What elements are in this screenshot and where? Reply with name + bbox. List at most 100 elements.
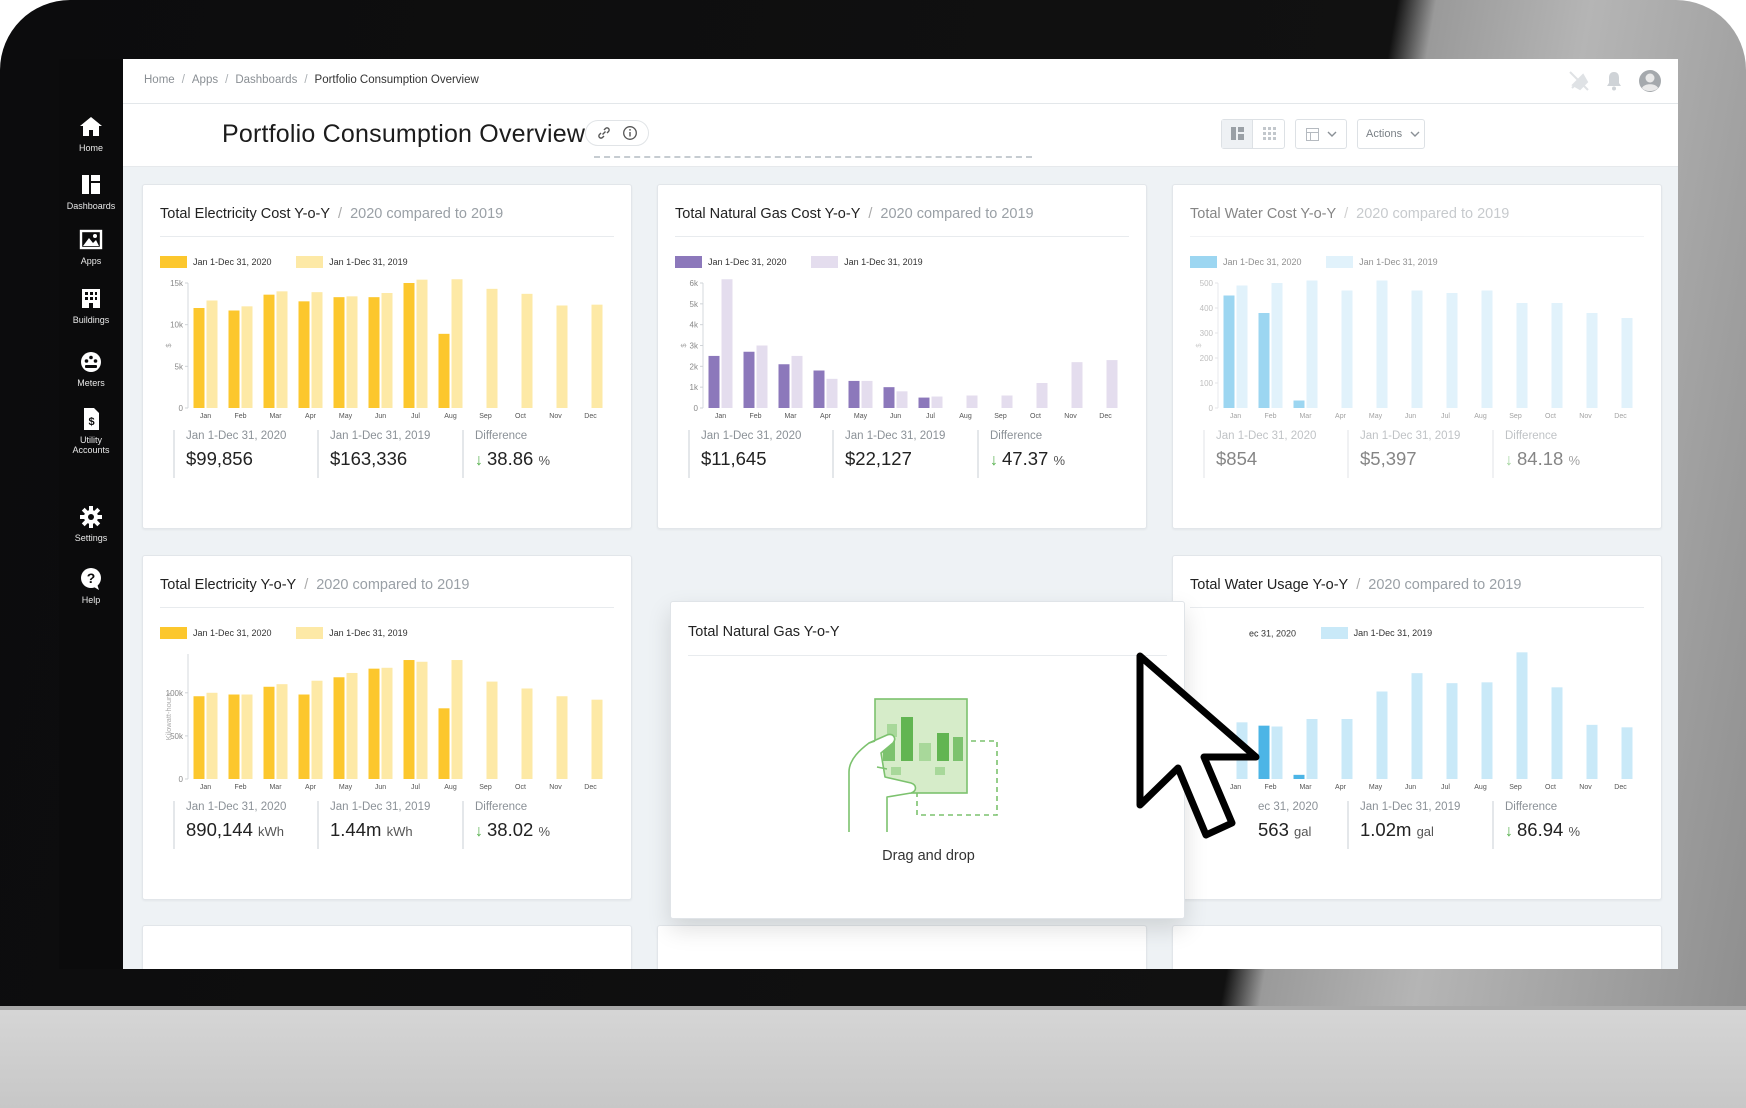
chart-bar[interactable] [848, 380, 860, 408]
sidebar-item-dashboards[interactable]: Dashboards [59, 172, 123, 211]
sidebar-item-buildings[interactable]: Buildings [59, 286, 123, 325]
chart-bar[interactable] [556, 696, 568, 779]
chart-bar[interactable] [756, 345, 768, 409]
announcement-off-icon[interactable] [1566, 68, 1592, 94]
card-placeholder[interactable] [657, 925, 1147, 969]
chart-bar[interactable] [966, 395, 978, 409]
chart-bar[interactable] [403, 283, 415, 408]
chart-bar[interactable] [1411, 290, 1423, 409]
chart-bar[interactable] [438, 708, 450, 779]
card-water-cost[interactable]: Total Water Cost Y-o-Y / 2020 compared to … [1172, 184, 1662, 529]
chart-bar[interactable] [1411, 673, 1423, 779]
chart-bar[interactable] [778, 364, 790, 408]
chart-bar[interactable] [381, 667, 393, 779]
chart-bar[interactable] [708, 355, 720, 408]
chart-bar[interactable] [276, 684, 288, 779]
chart-bar[interactable] [368, 297, 380, 408]
chart-bar[interactable] [228, 310, 240, 409]
card-natural-gas-cost[interactable]: Total Natural Gas Cost Y-o-Y / 2020 compar… [657, 184, 1147, 529]
chart-bar[interactable] [1621, 318, 1633, 408]
chart-bar[interactable] [333, 297, 345, 408]
chart-bar[interactable] [1446, 293, 1458, 408]
sidebar-item-apps[interactable]: Apps [59, 227, 123, 266]
chart-bar[interactable] [1621, 727, 1633, 779]
chart-bar[interactable] [1223, 295, 1235, 409]
chart-bar[interactable] [1551, 687, 1563, 779]
card-electricity-cost[interactable]: Total Electricity Cost Y-o-Y / 2020 compar… [142, 184, 632, 529]
layout-dashboard-button[interactable] [1222, 120, 1253, 148]
chart-bar[interactable] [416, 279, 428, 408]
notification-bell-icon[interactable] [1601, 68, 1627, 94]
chart-bar[interactable] [1306, 719, 1318, 779]
chart-bar[interactable] [1236, 285, 1248, 409]
chart-bar[interactable] [1341, 719, 1353, 779]
info-icon[interactable] [622, 125, 638, 141]
chart-bar[interactable] [263, 294, 275, 408]
chart-bar[interactable] [416, 661, 428, 779]
chart-bar[interactable] [298, 301, 310, 408]
chart-bar[interactable] [743, 351, 755, 408]
chart-bar[interactable] [813, 370, 825, 409]
layout-grid-button[interactable] [1254, 120, 1285, 148]
chart-bar[interactable] [826, 378, 838, 408]
chart-bar[interactable] [521, 293, 533, 408]
chart-bar[interactable] [1293, 400, 1305, 409]
chart-bar[interactable] [1271, 726, 1283, 780]
chart-bar[interactable] [241, 694, 253, 779]
chart-bar[interactable] [1586, 724, 1598, 779]
chart-bar[interactable] [918, 397, 930, 408]
chart-bar[interactable] [591, 304, 603, 408]
chart-bar[interactable] [193, 308, 205, 408]
chart-bar[interactable] [1271, 283, 1283, 408]
actions-dropdown[interactable]: Actions [1357, 119, 1425, 149]
chart-bar[interactable] [346, 672, 358, 779]
chart-bar[interactable] [276, 291, 288, 408]
chart-bar[interactable] [1258, 725, 1270, 779]
chart-bar[interactable] [1036, 383, 1048, 408]
chart-bar[interactable] [791, 355, 803, 408]
chart-bar[interactable] [1481, 682, 1493, 779]
chart-bar[interactable] [311, 680, 323, 779]
card-electricity-usage[interactable]: Total Electricity Y-o-Y / 2020 compared to… [142, 555, 632, 900]
card-placeholder[interactable] [1172, 925, 1662, 969]
chart-bar[interactable] [241, 306, 253, 408]
chart-bar[interactable] [1446, 683, 1458, 779]
chart-bar[interactable] [381, 293, 393, 408]
user-avatar[interactable] [1637, 68, 1663, 94]
sidebar-item-meters[interactable]: Meters [59, 349, 123, 388]
chart-bar[interactable] [193, 696, 205, 779]
chart-bar[interactable] [263, 686, 275, 779]
chart-bar[interactable] [1106, 360, 1118, 408]
chart-bar[interactable] [1376, 691, 1388, 780]
chart-bar[interactable] [721, 279, 733, 408]
chart-bar[interactable] [896, 391, 908, 408]
chart-bar[interactable] [1551, 303, 1563, 408]
chart-bar[interactable] [311, 292, 323, 408]
sidebar-item-utility-accounts[interactable]: $ Utility Accounts [59, 406, 123, 455]
breadcrumb-home[interactable]: Home [144, 74, 175, 86]
chart-bar[interactable] [438, 333, 450, 408]
card-placeholder[interactable] [142, 925, 632, 969]
chart-bar[interactable] [206, 300, 218, 409]
chart-bar[interactable] [486, 288, 498, 408]
view-options-dropdown[interactable] [1295, 119, 1347, 149]
chart-bar[interactable] [451, 660, 463, 779]
chart-bar[interactable] [1481, 290, 1493, 409]
sidebar-item-settings[interactable]: Settings [59, 504, 123, 543]
chart-bar[interactable] [1341, 290, 1353, 409]
chart-bar[interactable] [861, 380, 873, 408]
link-icon[interactable] [596, 125, 612, 141]
chart-bar[interactable] [1376, 280, 1388, 409]
chart-bar[interactable] [403, 660, 415, 779]
chart-bar[interactable] [931, 396, 943, 408]
chart-bar[interactable] [1306, 280, 1318, 409]
chart-bar[interactable] [206, 692, 218, 779]
chart-bar[interactable] [521, 688, 533, 779]
chart-bar[interactable] [556, 305, 568, 409]
chart-bar[interactable] [486, 681, 498, 779]
chart-bar[interactable] [368, 668, 380, 779]
chart-bar[interactable] [1071, 362, 1083, 408]
chart-bar[interactable] [1258, 313, 1270, 408]
chart-bar[interactable] [346, 296, 358, 408]
chart-bar[interactable] [1293, 774, 1305, 779]
